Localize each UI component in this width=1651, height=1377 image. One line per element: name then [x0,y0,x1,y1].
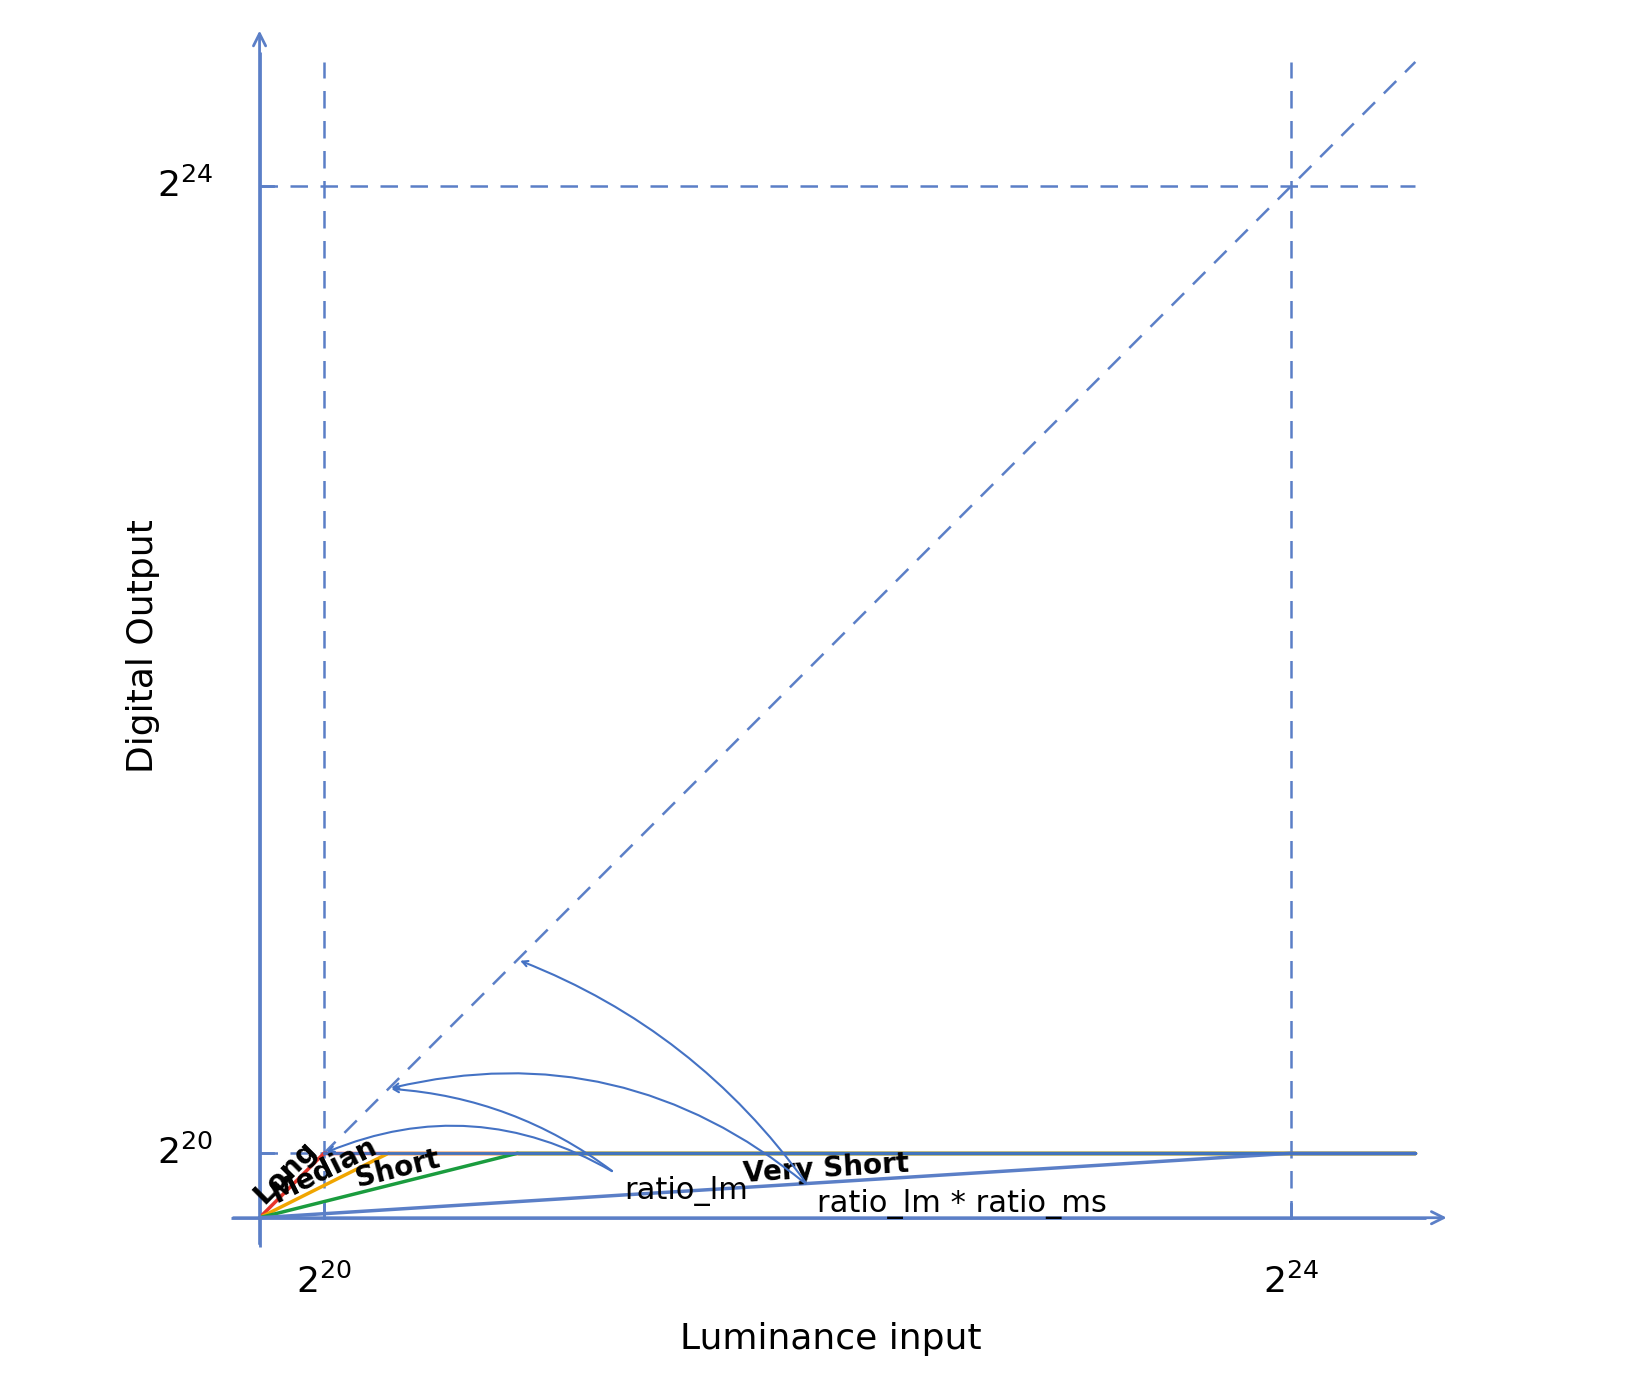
Text: Long: Long [248,1136,322,1209]
Text: Luminance input: Luminance input [680,1322,982,1356]
Text: Digital Output: Digital Output [127,519,160,774]
Text: Short: Short [353,1144,442,1192]
Text: $2^{20}$: $2^{20}$ [296,1264,352,1300]
Text: ratio_lm: ratio_lm [624,1176,748,1206]
Text: ratio_lm * ratio_ms: ratio_lm * ratio_ms [817,1188,1108,1219]
Text: $2^{20}$: $2^{20}$ [157,1135,213,1172]
Text: $2^{24}$: $2^{24}$ [1263,1264,1319,1300]
Text: Very Short: Very Short [743,1150,910,1187]
Text: $2^{24}$: $2^{24}$ [157,168,213,204]
Text: Median: Median [267,1132,381,1208]
